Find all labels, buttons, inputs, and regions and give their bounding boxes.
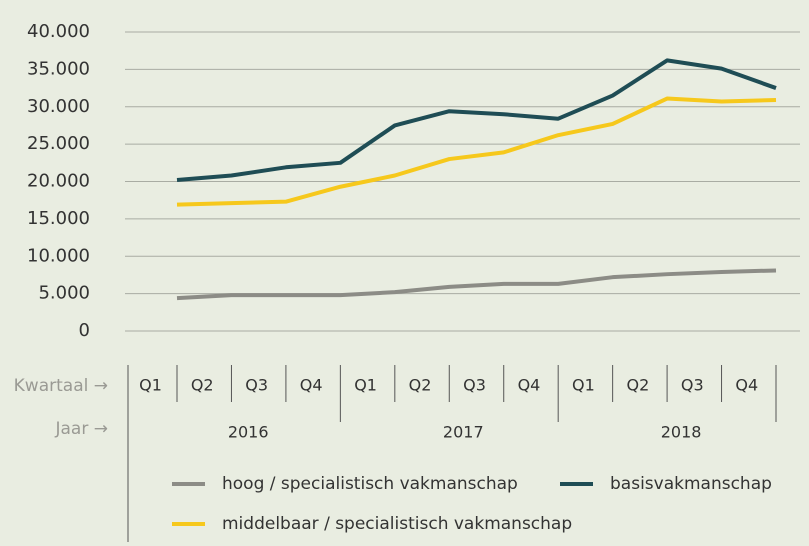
x-tick-label: Q4 (735, 376, 758, 395)
x-tick-label: Q2 (191, 376, 214, 395)
y-tick-label: 0 (79, 320, 90, 341)
x-tick-label: Q4 (300, 376, 323, 395)
legend-label: basisvakmanschap (610, 474, 772, 494)
x-tick-label: Q1 (354, 376, 377, 395)
line (176, 268, 777, 301)
x-tick-label: Q1 (139, 376, 162, 395)
x-tick-label: Q1 (572, 376, 595, 395)
year-axis-label: Jaar → (55, 419, 109, 439)
y-tick-label: 20.000 (27, 171, 90, 192)
line (176, 96, 777, 207)
year-label: 2016 (228, 423, 269, 442)
year-label: 2017 (443, 423, 484, 442)
legend-label: middelbaar / specialistisch vakmanschap (222, 514, 572, 534)
x-axis-label: Kwartaal → (14, 376, 108, 396)
x-tick-label: Q3 (463, 376, 486, 395)
y-tick-label: 40.000 (27, 21, 90, 42)
x-tick-label: Q2 (409, 376, 432, 395)
x-tick-label: Q2 (626, 376, 649, 395)
y-tick-label: 30.000 (27, 96, 90, 117)
x-tick-label: Q4 (518, 376, 541, 395)
legend-label: hoog / specialistisch vakmanschap (222, 474, 518, 494)
y-tick-label: 35.000 (27, 58, 90, 79)
line (176, 58, 777, 182)
x-tick-label: Q3 (245, 376, 268, 395)
year-label: 2018 (661, 423, 702, 442)
y-tick-label: 5.000 (38, 283, 90, 304)
y-tick-label: 10.000 (27, 245, 90, 266)
y-tick-label: 25.000 (27, 133, 90, 154)
x-tick-label: Q3 (681, 376, 704, 395)
y-tick-label: 15.000 (27, 208, 90, 229)
